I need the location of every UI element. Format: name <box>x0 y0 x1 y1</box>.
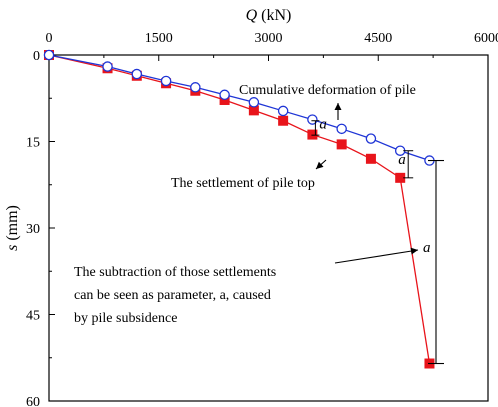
arrow-explain-head <box>410 247 418 255</box>
series-layer <box>43 49 435 369</box>
x-axis-title: Q (kN) <box>246 7 292 24</box>
explain-line-3: by pile subsidence <box>74 311 177 326</box>
x-tick-label: 4500 <box>364 31 392 46</box>
data-point-deformation <box>190 82 201 93</box>
y-tick-label: 0 <box>33 49 40 64</box>
a-symbol-1: a <box>319 117 327 133</box>
y-tick-label: 30 <box>26 222 40 237</box>
x-tick-label: 1500 <box>145 31 173 46</box>
arrow-settlement-head <box>316 161 324 169</box>
x-tick-label: 6000 <box>474 31 498 46</box>
data-point-settlement <box>336 139 347 150</box>
data-point-deformation <box>307 114 318 125</box>
data-point-deformation <box>219 89 230 101</box>
a-symbol-2: a <box>398 152 406 168</box>
annotation-layer: Cumulative deformation of pile The settle… <box>74 83 444 365</box>
label-cumulative-deformation: Cumulative deformation of pile <box>239 83 416 98</box>
arrow-cumulative-head <box>334 103 342 110</box>
data-point-deformation <box>248 97 260 108</box>
x-tick-label: 0 <box>46 31 53 46</box>
data-point-deformation <box>160 75 172 87</box>
data-point-deformation <box>131 68 143 80</box>
arrow-explain <box>334 249 419 264</box>
explain-line-1: The subtraction of those settlements <box>74 265 276 280</box>
y-tick-label: 60 <box>26 395 40 407</box>
data-point-settlement <box>278 115 289 126</box>
label-settlement-pile-top: The settlement of pile top <box>171 176 315 191</box>
data-point-deformation <box>277 105 289 117</box>
data-point-settlement <box>307 129 318 140</box>
data-point-deformation <box>43 49 55 61</box>
data-point-deformation <box>102 61 113 72</box>
y-axis-title: s (mm) <box>4 205 21 251</box>
axes: 0 1500 3000 4500 6000 Q (kN) 0 15 30 45 60 s (mm) <box>4 7 498 407</box>
x-tick-label: 3000 <box>255 31 283 46</box>
a-symbol-3: a <box>423 240 431 256</box>
data-point-deformation <box>365 133 377 144</box>
y-tick-label: 15 <box>26 136 40 151</box>
data-point-deformation <box>336 123 347 135</box>
data-point-settlement <box>365 153 376 164</box>
y-tick-label: 45 <box>26 309 40 324</box>
explain-line-2: can be seen as parameter, a, caused <box>74 288 271 303</box>
